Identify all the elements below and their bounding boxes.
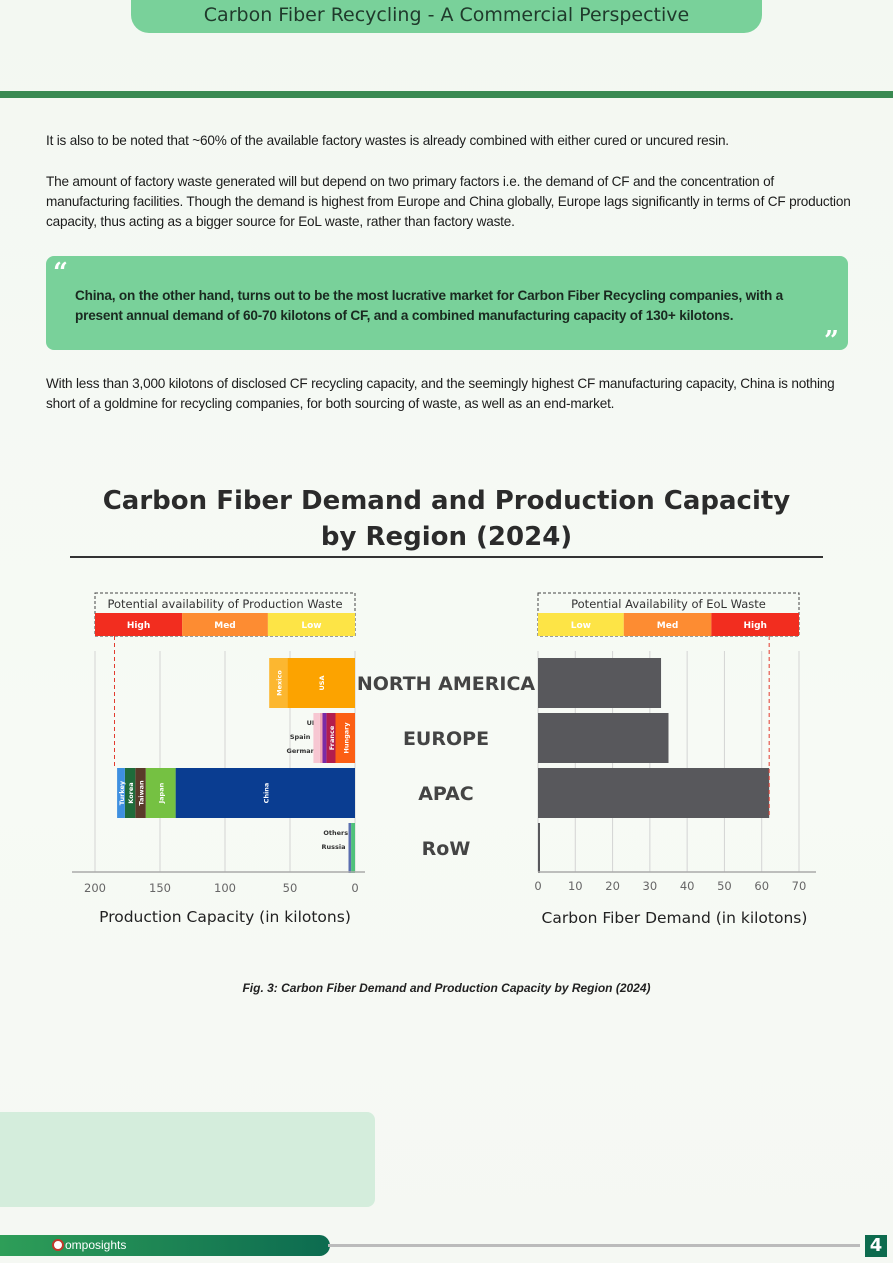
paragraph-2: The amount of factory waste generated wi… [46, 174, 851, 229]
bar-label-mexico: Mexico [275, 670, 283, 696]
bar-label-hungary: Hungary [342, 722, 350, 754]
bar-label-germany: Germany [287, 747, 321, 755]
bar-label-others: Others [323, 829, 348, 837]
right-tick-label: 50 [717, 879, 732, 893]
left-axis-title: Production Capacity (in kilotons) [99, 908, 351, 926]
left-tick-label: 200 [84, 881, 106, 895]
paragraph-3: With less than 3,000 kilotons of disclos… [46, 376, 835, 411]
highlight-quote: “ China, on the other hand, turns out to… [46, 256, 848, 356]
bar-label-turkey: Turkey [118, 780, 126, 805]
chart-title-line-1: Carbon Fiber Demand and Production Capac… [102, 486, 791, 516]
bar-segment-mexico [269, 658, 288, 708]
right-band-label-low: Low [571, 621, 591, 631]
right-tick-label: 40 [680, 879, 695, 893]
logo-icon [52, 1239, 64, 1251]
bar-segment-turkey [117, 768, 125, 818]
right-band-label-med: Med [657, 621, 679, 631]
bar-label-russia: Russia [322, 843, 346, 851]
demand-bar-north-america [538, 658, 662, 708]
footer-line [328, 1244, 860, 1247]
region-label-apac: APAC [418, 783, 474, 805]
bar-segment-others [351, 823, 355, 873]
demand-bar-europe [538, 713, 669, 763]
bar-label-usa: USA [318, 676, 326, 691]
bar-segment-hungary [335, 713, 355, 763]
left-tick-label: 50 [283, 881, 298, 895]
bar-label-china: China [262, 783, 270, 804]
left-band-high [95, 613, 183, 636]
figure-caption: Fig. 3: Carbon Fiber Demand and Producti… [242, 981, 651, 995]
left-legend-title: Potential availability of Production Was… [107, 597, 342, 611]
bar-label-korea: Korea [127, 782, 135, 803]
chart-title-line-2: by Region (2024) [320, 522, 573, 552]
region-label-europe: EUROPE [403, 728, 489, 750]
bar-label-spain: Spain [290, 733, 311, 741]
footer-note-box [0, 1112, 375, 1207]
bar-segment-taiwan [135, 768, 146, 818]
right-tick-label: 70 [792, 879, 807, 893]
bar-segment-uk [319, 713, 323, 763]
right-band-low [538, 613, 624, 636]
chart-title: Carbon Fiber Demand and Production Capac… [70, 483, 823, 555]
bar-segment-japan [145, 768, 176, 818]
bar-segment-korea [124, 768, 136, 818]
bar-segment-germany [322, 713, 327, 763]
left-tick-label: 150 [149, 881, 171, 895]
brand-name: omposights [65, 1238, 127, 1252]
header-title: Carbon Fiber Recycling - A Commercial Pe… [131, 0, 762, 33]
brand-logo: omposights [52, 1236, 126, 1254]
bar-segment-russia [348, 823, 352, 873]
close-quote-icon: ” [824, 326, 839, 356]
bar-segment-france [326, 713, 336, 763]
right-tick-label: 10 [568, 879, 583, 893]
header-divider [0, 91, 893, 98]
right-tick-label: 20 [605, 879, 620, 893]
right-legend-title: Potential Availability of EoL Waste [571, 597, 766, 611]
right-tick-label: 0 [534, 879, 541, 893]
left-band-med [182, 613, 268, 636]
right-band-label-high: High [743, 621, 766, 631]
region-label-row: RoW [422, 838, 471, 860]
region-label-north-america: NORTH AMERICA [357, 673, 536, 695]
bar-segment-usa [287, 658, 355, 708]
left-tick-label: 0 [351, 881, 358, 895]
bar-label-japan: Japan [158, 782, 166, 804]
left-tick-label: 100 [214, 881, 236, 895]
page-number: 4 [865, 1235, 887, 1257]
right-band-high [711, 613, 799, 636]
left-band-label-low: Low [301, 621, 321, 631]
bar-label-taiwan: Taiwan [138, 780, 146, 806]
demand-bar-row [538, 823, 540, 873]
left-band-label-high: High [127, 621, 150, 631]
left-band-low [267, 613, 355, 636]
bar-segment-spain [313, 713, 320, 763]
bar-segment-china [175, 768, 355, 818]
bar-label-uk: UK [307, 719, 318, 727]
paragraph-1: It is also to be noted that ~60% of the … [46, 133, 729, 148]
quote-text: China, on the other hand, turns out to b… [75, 288, 783, 323]
demand-bar-apac [538, 768, 770, 818]
open-quote-icon: “ [53, 258, 68, 288]
right-band-med [623, 613, 712, 636]
right-tick-label: 30 [643, 879, 658, 893]
footer-brand-bar [0, 1235, 330, 1256]
left-band-label-med: Med [214, 621, 236, 631]
right-tick-label: 60 [754, 879, 769, 893]
bar-label-france: France [328, 725, 336, 750]
right-axis-title: Carbon Fiber Demand (in kilotons) [542, 909, 808, 927]
title-underline [70, 556, 823, 558]
butterfly-chart: Potential availability of Production Was… [72, 592, 816, 927]
